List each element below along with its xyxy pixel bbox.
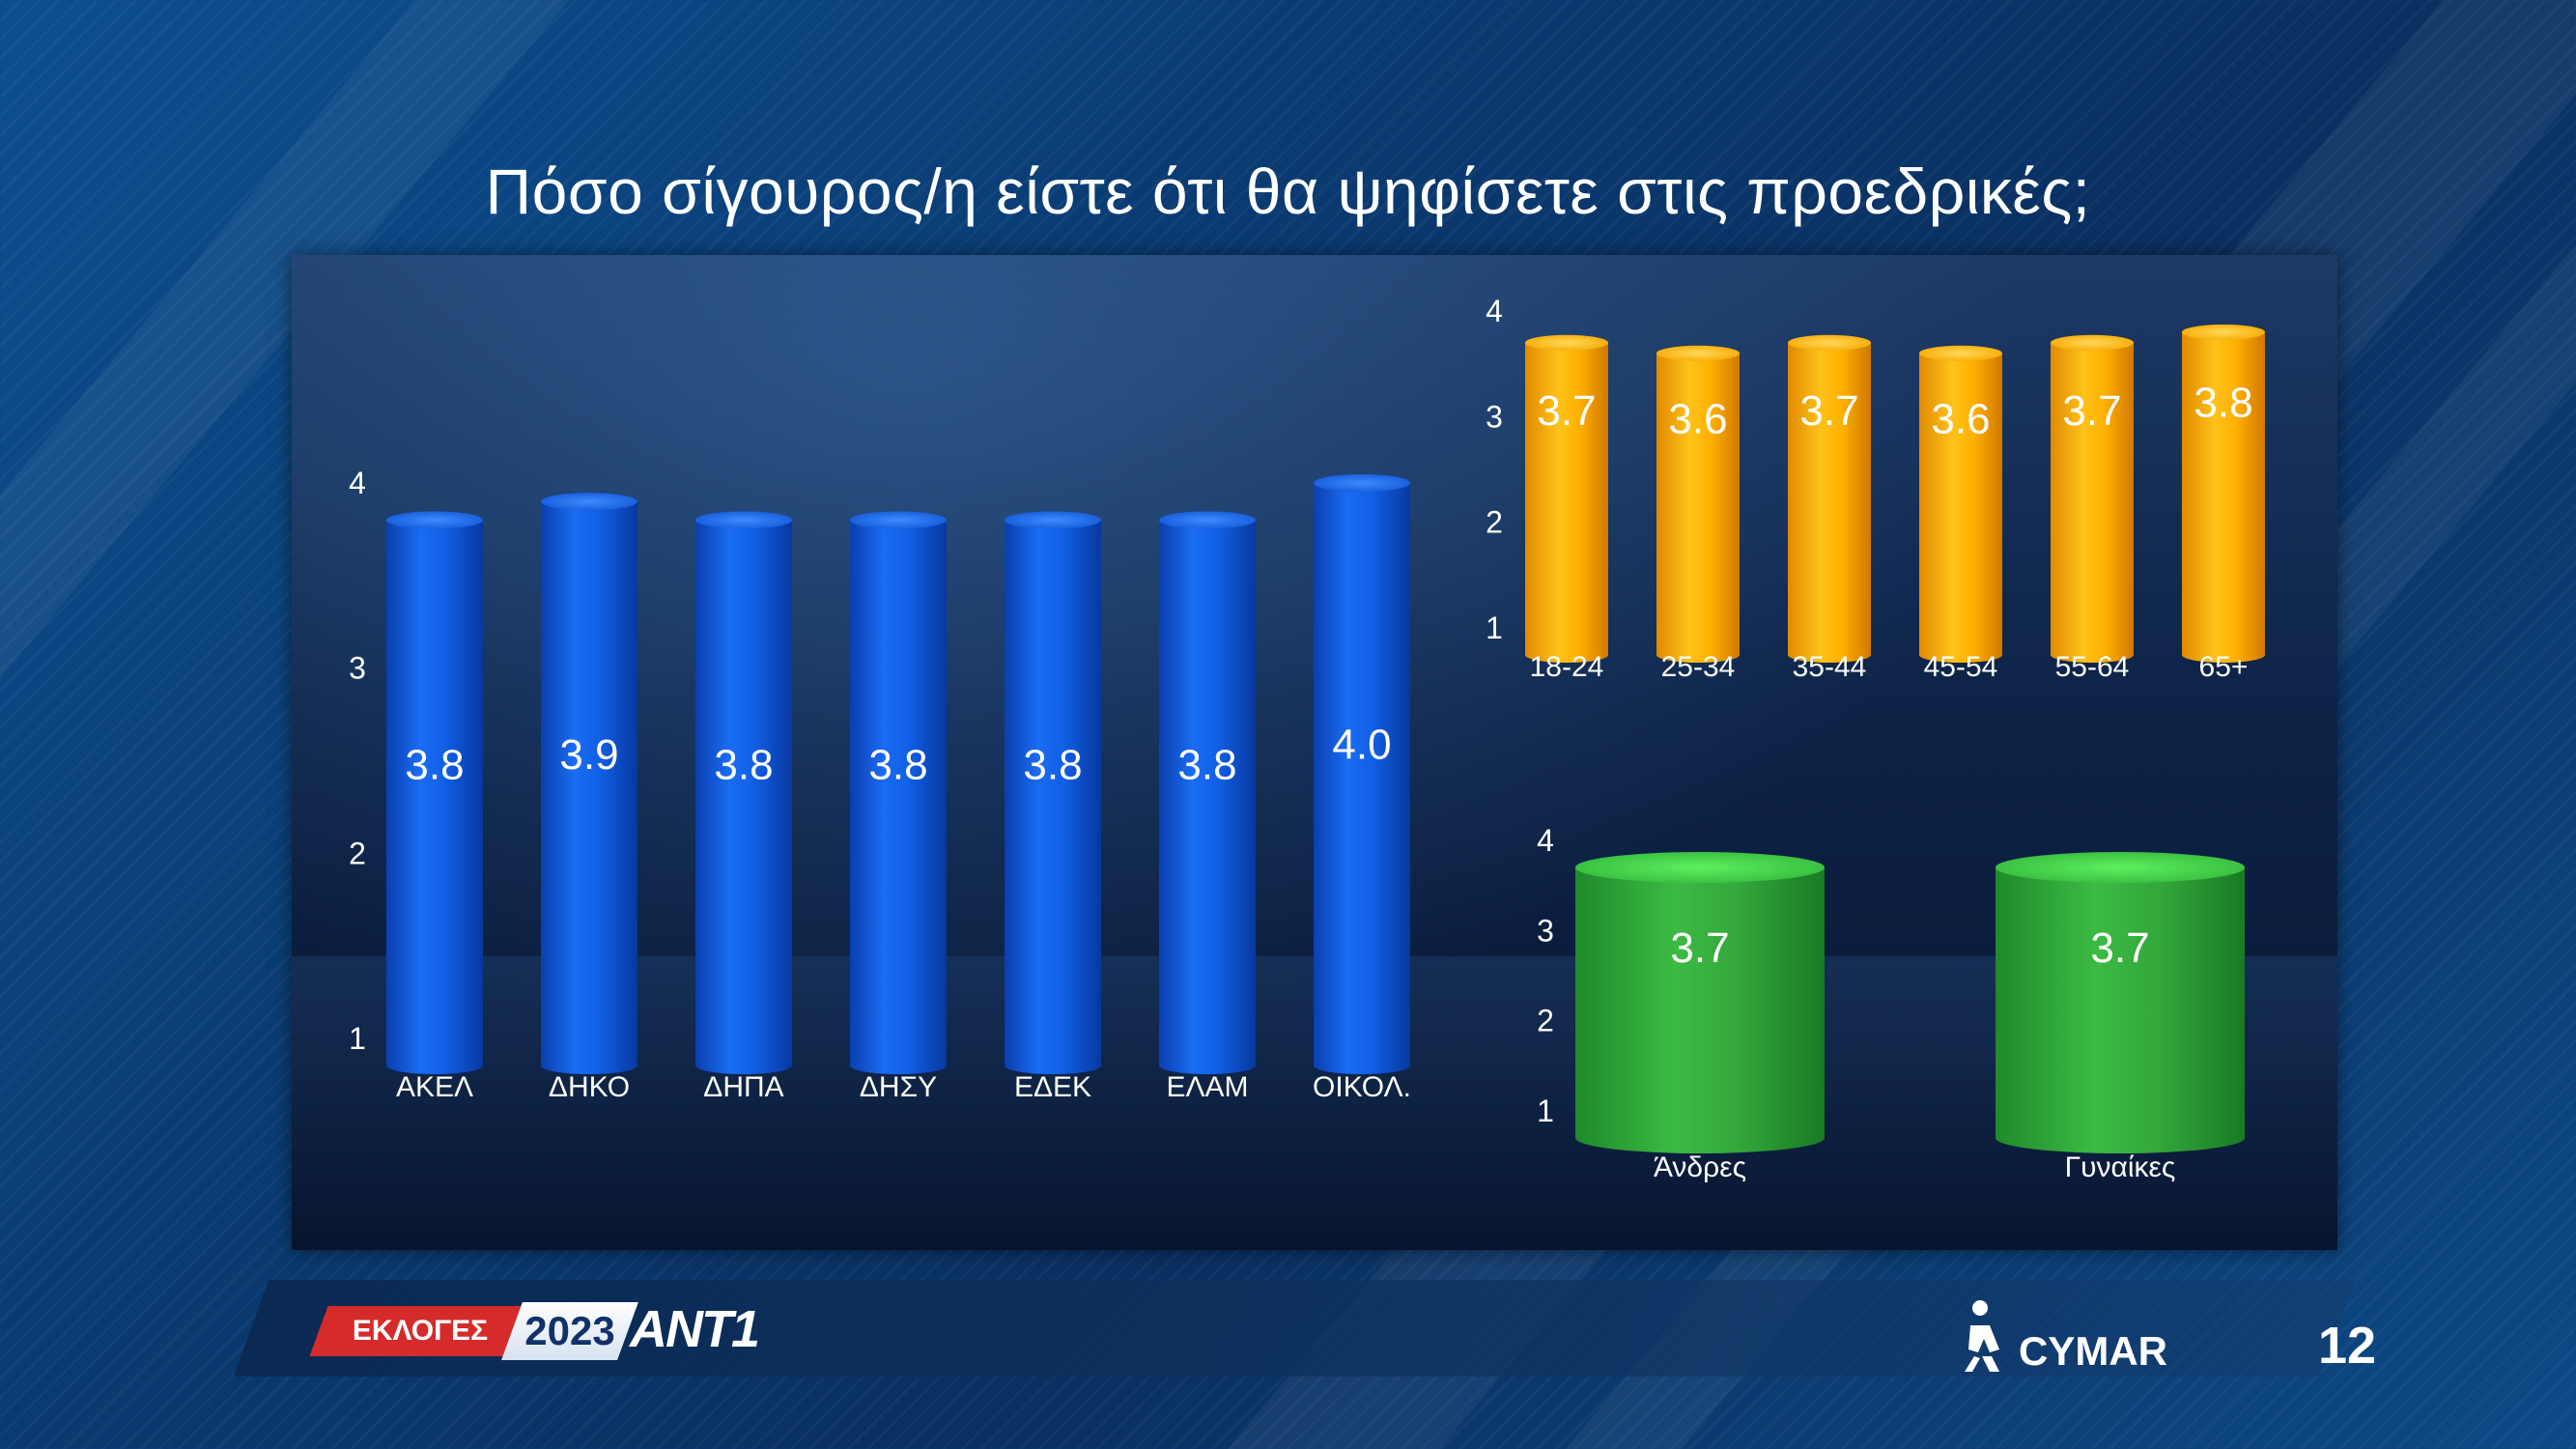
age-bar [2182,331,2265,663]
party-y-tick: 2 [349,836,366,870]
party-category-label: ΕΛΑΜ [1166,1071,1248,1103]
slide-title: Πόσο σίγουρος/η είστε ότι θα ψηφίσετε στ… [485,156,2091,227]
party-category-label: ΔΗΣΥ [860,1071,937,1103]
age-bar [1788,342,1871,663]
party-bar-cap [1314,474,1410,492]
party-bar [541,501,637,1074]
age-y-tick: 2 [1486,505,1503,540]
age-bar-cap [1788,334,1871,351]
party-bar-cap [850,511,947,529]
party-bar [1159,520,1256,1074]
cymar-brand: CYMAR [2019,1328,2167,1374]
party-bar [1005,520,1101,1074]
age-bar [2051,342,2134,663]
party-category-label: ΑΚΕΛ [396,1071,473,1103]
party-value-label: 3.8 [1023,741,1082,788]
age-value-label: 3.7 [1537,387,1596,435]
gender-bar-cap [1996,852,2245,883]
gender-y-tick: 3 [1537,913,1554,948]
cymar-logo-icon [1965,1300,1999,1372]
age-category-label: 45-54 [1924,651,1998,683]
party-bar-cap [695,511,792,529]
elections-logo-label: ΕΚΛΟΓΕΣ [309,1306,531,1356]
party-bar [386,520,483,1074]
page-number: 12 [2318,1317,2377,1375]
gender-chart: 1 2 3 4 3.7 Άνδρες 3.7 Γυναίκες [1537,823,2245,1183]
party-bar-cap [541,493,637,511]
party-value-label: 4.0 [1332,721,1391,768]
elections-logo-year-text: 2023 [524,1308,615,1353]
age-bar [1656,353,1740,663]
gender-value-label: 3.7 [2090,924,2149,972]
age-bar-cap [2051,334,2134,351]
age-category-label: 55-64 [2055,651,2130,683]
age-value-label: 3.6 [1668,395,1727,442]
party-y-tick: 1 [349,1021,366,1056]
party-value-label: 3.8 [1177,741,1236,788]
gender-y-tick: 4 [1537,823,1554,858]
gender-category-label: Άνδρες [1654,1151,1746,1183]
gender-bar-cap [1575,852,1825,883]
channel-logo: ANT1 [630,1300,760,1358]
age-bar-cap [2182,324,2265,340]
gender-y-tick: 2 [1537,1004,1554,1038]
party-value-label: 3.8 [405,741,464,788]
age-bar-cap [1525,334,1608,351]
age-y-tick: 4 [1486,294,1503,328]
party-category-label: ΕΔΕΚ [1014,1071,1091,1103]
party-bar [695,520,792,1074]
gender-bar [1996,867,2245,1153]
age-bar-cap [1656,345,1740,361]
age-bar [1525,342,1608,663]
party-bar [850,520,947,1074]
age-value-label: 3.7 [2062,387,2121,435]
party-value-label: 3.8 [714,741,773,788]
party-bar [1314,483,1410,1074]
age-chart: 1 2 3 4 3.7 18-24 3.6 25-34 3.7 35-44 3.6 45-54 3.7 5… [1486,294,2265,683]
age-bar-cap [1919,345,2002,361]
party-chart: 1 2 3 4 3.8 ΑΚΕΛ 3.9 ΔΗΚΟ 3.8 ΔΗΠΑ 3.8 ΔΗΣΥ 3.8 ΕΔΕΚ 3… [349,466,1411,1103]
age-y-tick: 1 [1486,611,1503,645]
party-bar-cap [386,511,483,529]
gender-value-label: 3.7 [1670,924,1729,972]
age-category-label: 35-44 [1793,651,1867,683]
age-value-label: 3.6 [1931,395,1990,442]
gender-category-label: Γυναίκες [2065,1151,2176,1183]
age-category-label: 65+ [2199,651,2249,683]
age-bar [1919,353,2002,663]
party-bar-cap [1159,511,1256,529]
party-bar-cap [1005,511,1101,529]
age-category-label: 25-34 [1661,651,1736,683]
age-category-label: 18-24 [1530,651,1604,683]
party-category-label: ΔΗΚΟ [549,1071,630,1103]
party-value-label: 3.9 [559,731,618,779]
party-category-label: ΔΗΠΑ [703,1071,783,1103]
party-category-label: ΟΙΚΟΛ. [1313,1071,1411,1103]
elections-logo-year: 2023 [501,1302,638,1360]
gender-y-tick: 1 [1537,1094,1554,1128]
party-y-tick: 4 [349,466,366,500]
age-value-label: 3.8 [2194,379,2252,426]
party-value-label: 3.8 [868,741,927,788]
age-value-label: 3.7 [1799,387,1858,435]
elections-logo-text: ΕΚΛΟΓΕΣ [352,1315,489,1347]
gender-bar [1575,867,1825,1153]
party-y-tick: 3 [349,651,366,686]
age-y-tick: 3 [1486,399,1503,434]
